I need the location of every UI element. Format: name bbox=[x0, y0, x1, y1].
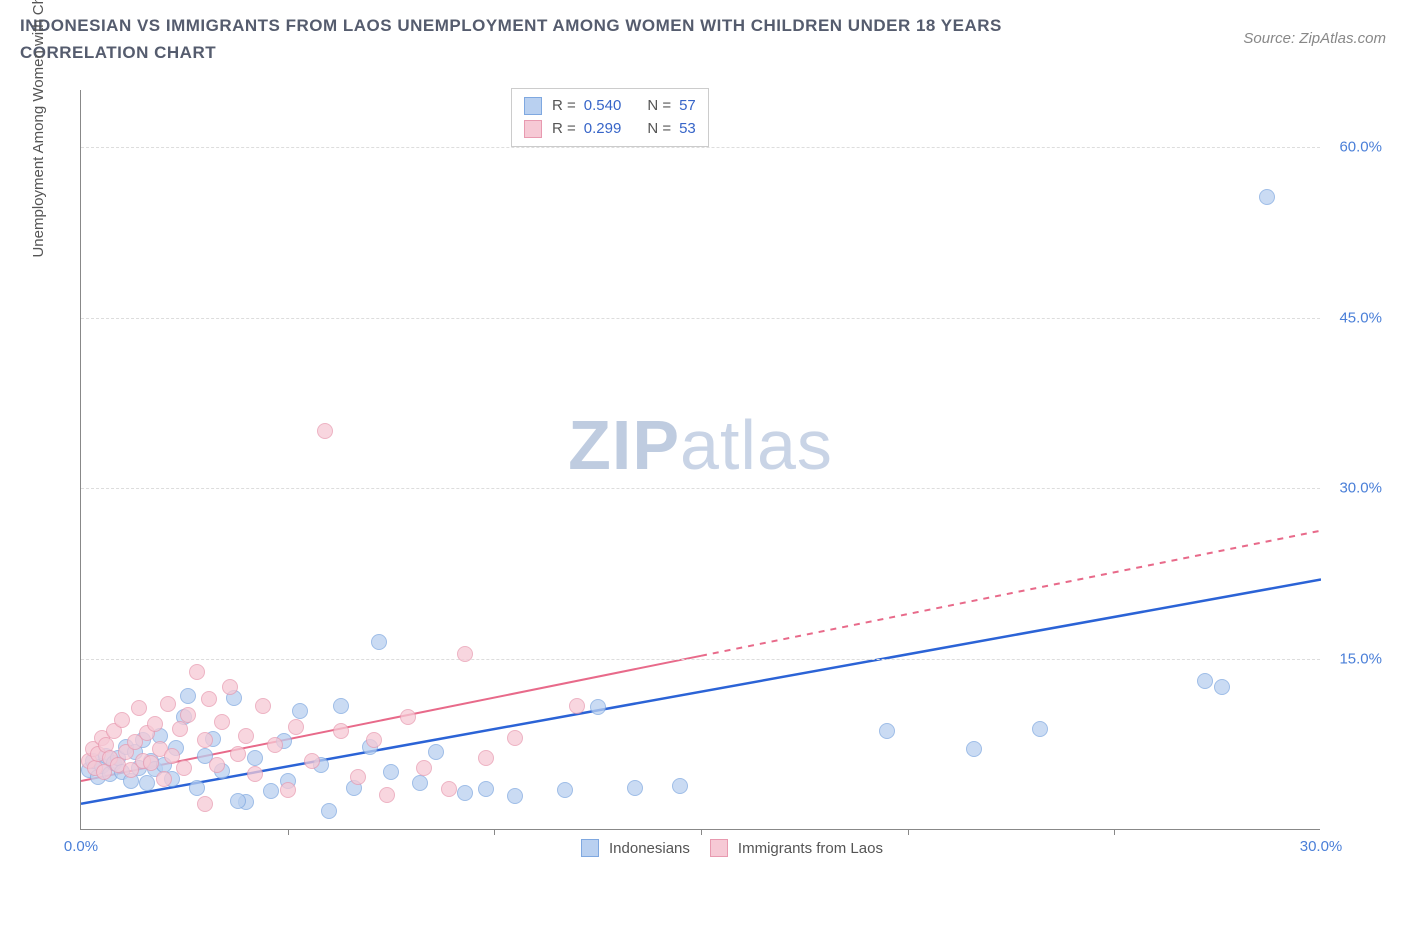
scatter-point-indonesians bbox=[627, 780, 643, 796]
legend-row-laos: R =0.299N =53 bbox=[524, 118, 696, 141]
y-tick-label: 15.0% bbox=[1339, 651, 1382, 668]
scatter-point-indonesians bbox=[333, 698, 349, 714]
scatter-point-indonesians bbox=[557, 782, 573, 798]
scatter-point-indonesians bbox=[478, 781, 494, 797]
legend-item-indonesians: Indonesians bbox=[581, 839, 690, 857]
scatter-point-indonesians bbox=[672, 778, 688, 794]
scatter-point-indonesians bbox=[189, 780, 205, 796]
scatter-point-laos bbox=[230, 746, 246, 762]
scatter-point-indonesians bbox=[383, 764, 399, 780]
scatter-point-laos bbox=[304, 753, 320, 769]
scatter-point-laos bbox=[214, 714, 230, 730]
y-tick-label: 60.0% bbox=[1339, 138, 1382, 155]
gridline bbox=[81, 488, 1320, 489]
trend-lines bbox=[81, 90, 1321, 830]
scatter-point-indonesians bbox=[139, 775, 155, 791]
scatter-point-laos bbox=[400, 709, 416, 725]
scatter-point-laos bbox=[147, 716, 163, 732]
watermark: ZIPatlas bbox=[568, 405, 833, 485]
scatter-point-laos bbox=[247, 766, 263, 782]
scatter-point-laos bbox=[350, 769, 366, 785]
scatter-point-indonesians bbox=[180, 688, 196, 704]
scatter-point-laos bbox=[478, 750, 494, 766]
scatter-point-indonesians bbox=[1032, 721, 1048, 737]
scatter-point-indonesians bbox=[1197, 673, 1213, 689]
scatter-point-laos bbox=[457, 646, 473, 662]
scatter-point-indonesians bbox=[1259, 189, 1275, 205]
gridline bbox=[81, 318, 1320, 319]
scatter-point-laos bbox=[180, 707, 196, 723]
scatter-point-laos bbox=[176, 760, 192, 776]
x-tick bbox=[701, 829, 702, 835]
scatter-point-laos bbox=[160, 696, 176, 712]
scatter-point-indonesians bbox=[321, 803, 337, 819]
scatter-point-laos bbox=[209, 757, 225, 773]
scatter-point-laos bbox=[288, 719, 304, 735]
scatter-point-indonesians bbox=[879, 723, 895, 739]
scatter-point-laos bbox=[317, 423, 333, 439]
scatter-point-laos bbox=[222, 679, 238, 695]
legend-row-indonesians: R =0.540N =57 bbox=[524, 95, 696, 118]
scatter-point-indonesians bbox=[590, 699, 606, 715]
scatter-point-indonesians bbox=[966, 741, 982, 757]
gridline bbox=[81, 147, 1320, 148]
chart-title: INDONESIAN VS IMMIGRANTS FROM LAOS UNEMP… bbox=[20, 12, 1120, 66]
scatter-point-indonesians bbox=[371, 634, 387, 650]
legend-item-laos: Immigrants from Laos bbox=[710, 839, 883, 857]
scatter-point-laos bbox=[131, 700, 147, 716]
x-tick-label: 0.0% bbox=[64, 838, 98, 855]
source-credit: Source: ZipAtlas.com bbox=[1243, 30, 1386, 47]
y-axis-label: Unemployment Among Women with Children U… bbox=[30, 0, 47, 258]
scatter-point-laos bbox=[267, 737, 283, 753]
scatter-point-laos bbox=[280, 782, 296, 798]
scatter-point-indonesians bbox=[292, 703, 308, 719]
scatter-point-laos bbox=[333, 723, 349, 739]
scatter-point-laos bbox=[197, 732, 213, 748]
scatter-point-laos bbox=[441, 781, 457, 797]
scatter-point-laos bbox=[114, 712, 130, 728]
scatter-point-indonesians bbox=[247, 750, 263, 766]
x-tick bbox=[288, 829, 289, 835]
x-tick bbox=[494, 829, 495, 835]
scatter-point-laos bbox=[238, 728, 254, 744]
scatter-point-laos bbox=[201, 691, 217, 707]
scatter-point-laos bbox=[416, 760, 432, 776]
x-tick bbox=[908, 829, 909, 835]
x-tick-label: 30.0% bbox=[1300, 838, 1343, 855]
scatter-point-laos bbox=[143, 755, 159, 771]
plot-region: ZIPatlas R =0.540N =57R =0.299N =53 Indo… bbox=[80, 90, 1320, 830]
scatter-point-indonesians bbox=[457, 785, 473, 801]
series-legend: Indonesians Immigrants from Laos bbox=[581, 839, 883, 857]
x-tick bbox=[1114, 829, 1115, 835]
scatter-point-laos bbox=[197, 796, 213, 812]
scatter-point-indonesians bbox=[263, 783, 279, 799]
scatter-point-laos bbox=[507, 730, 523, 746]
scatter-point-laos bbox=[255, 698, 271, 714]
gridline bbox=[81, 659, 1320, 660]
scatter-point-laos bbox=[379, 787, 395, 803]
y-tick-label: 45.0% bbox=[1339, 309, 1382, 326]
scatter-point-indonesians bbox=[412, 775, 428, 791]
y-tick-label: 30.0% bbox=[1339, 480, 1382, 497]
scatter-point-laos bbox=[156, 771, 172, 787]
scatter-point-laos bbox=[189, 664, 205, 680]
scatter-point-indonesians bbox=[230, 793, 246, 809]
correlation-legend: R =0.540N =57R =0.299N =53 bbox=[511, 88, 709, 147]
scatter-point-indonesians bbox=[428, 744, 444, 760]
scatter-point-laos bbox=[569, 698, 585, 714]
scatter-point-laos bbox=[366, 732, 382, 748]
scatter-point-laos bbox=[172, 721, 188, 737]
scatter-point-indonesians bbox=[507, 788, 523, 804]
scatter-point-indonesians bbox=[1214, 679, 1230, 695]
chart-area: Unemployment Among Women with Children U… bbox=[60, 90, 1390, 850]
